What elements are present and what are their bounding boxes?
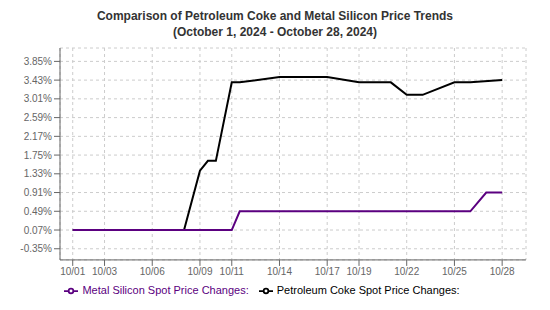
svg-text:10/14: 10/14 (267, 266, 292, 277)
svg-text:1.75%: 1.75% (24, 150, 52, 161)
svg-text:-0.35%: -0.35% (20, 243, 52, 254)
html-text:Metal Silicon Spot Price Chang: Metal Silicon Spot Price Changes: (82, 283, 249, 296)
svg-text:10/11: 10/11 (220, 266, 245, 277)
svg-text:0.07%: 0.07% (24, 225, 52, 236)
svg-text:2.59%: 2.59% (24, 112, 52, 123)
html-text:(October 1, 2024 - October 28,: (October 1, 2024 - October 28, 2024) (173, 25, 377, 39)
svg-text:10/01: 10/01 (60, 266, 85, 277)
svg-text:2.17%: 2.17% (24, 131, 52, 142)
svg-text:10/17: 10/17 (315, 266, 340, 277)
svg-text:3.85%: 3.85% (24, 56, 52, 67)
svg-text:10/22: 10/22 (394, 266, 419, 277)
svg-text:10/03: 10/03 (92, 266, 117, 277)
svg-text:10/06: 10/06 (140, 266, 165, 277)
svg-text:10/25: 10/25 (442, 266, 467, 277)
svg-text:1.33%: 1.33% (24, 168, 52, 179)
svg-text:10/19: 10/19 (346, 266, 371, 277)
html-text:Comparison of Petroleum Coke a: Comparison of Petroleum Coke and Metal S… (97, 9, 453, 23)
svg-text:3.01%: 3.01% (24, 93, 52, 104)
html-text:Petroleum Coke Spot Price Chan: Petroleum Coke Spot Price Changes: (276, 283, 460, 296)
svg-text:0.49%: 0.49% (24, 206, 52, 217)
svg-text:10/28: 10/28 (490, 266, 515, 277)
svg-text:3.43%: 3.43% (24, 75, 52, 86)
svg-text:0.91%: 0.91% (24, 187, 52, 198)
svg-text:10/09: 10/09 (187, 266, 212, 277)
